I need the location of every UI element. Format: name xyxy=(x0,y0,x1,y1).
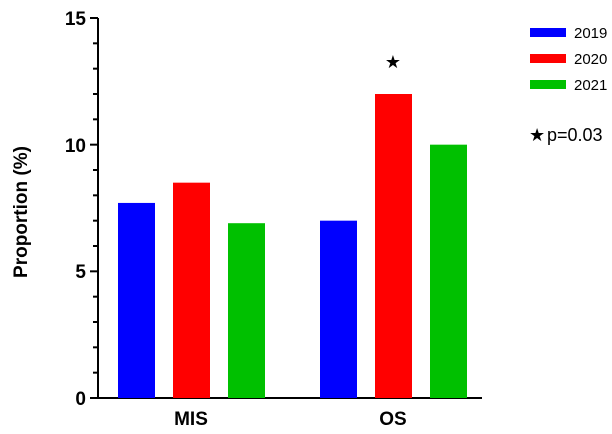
legend-swatch-2019 xyxy=(530,28,566,37)
y-axis-ticks xyxy=(90,17,98,399)
bar-os-2019 xyxy=(320,220,357,398)
significance-note-text: p=0.03 xyxy=(547,125,603,145)
legend-label-2019: 2019 xyxy=(574,25,607,42)
legend-label-2020: 2020 xyxy=(574,51,607,68)
legend-swatch-2021 xyxy=(530,80,566,89)
y-tick-label-10: 10 xyxy=(65,136,86,157)
legend: 2019 2020 2021 xyxy=(530,25,607,94)
y-tick-label-5: 5 xyxy=(75,262,86,283)
bar-os-2020 xyxy=(375,94,412,398)
bar-os-2021 xyxy=(430,144,467,398)
y-tick-label-0: 0 xyxy=(75,389,86,410)
y-tick-label-15: 15 xyxy=(65,9,87,30)
significance-star: ★ xyxy=(385,52,401,73)
y-axis-title: Proportion (%) xyxy=(11,146,32,278)
bars xyxy=(118,94,467,398)
legend-swatch-2020 xyxy=(530,54,566,63)
category-label-os: OS xyxy=(379,409,406,430)
bar-mis-2021 xyxy=(228,223,265,398)
bar-mis-2020 xyxy=(173,182,210,398)
category-label-mis: MIS xyxy=(174,409,208,430)
legend-label-2021: 2021 xyxy=(574,77,607,94)
bar-mis-2019 xyxy=(118,202,155,398)
significance-note: ★ p=0.03 xyxy=(529,125,603,146)
significance-note-star: ★ xyxy=(529,125,545,146)
